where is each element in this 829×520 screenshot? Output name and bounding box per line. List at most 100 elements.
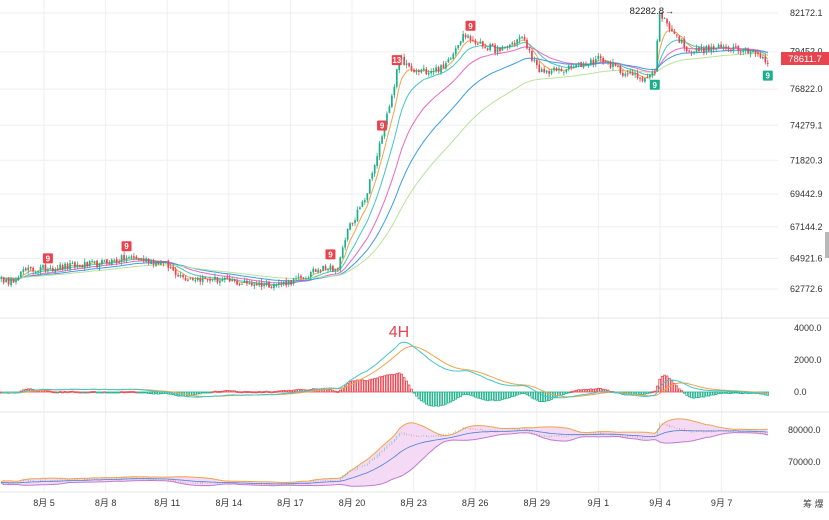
candle-body — [327, 268, 329, 270]
macd-histogram-bar — [653, 390, 657, 393]
candle-body — [693, 51, 695, 53]
ma-line-2 — [1, 39, 769, 286]
candle-body — [636, 73, 639, 78]
candle-body — [78, 265, 81, 267]
last-price-tag[interactable]: 78611.7 — [781, 52, 829, 65]
macd-histogram-bar — [479, 391, 482, 399]
candle-body — [766, 62, 769, 64]
candle-body — [297, 276, 300, 278]
candle-body — [182, 275, 184, 278]
macd-histogram-bar — [444, 391, 448, 405]
candle-body — [307, 278, 310, 280]
candle-body — [676, 34, 678, 36]
candle-body — [270, 287, 273, 289]
candle-body — [93, 260, 96, 262]
macd-histogram-bar — [481, 391, 485, 400]
macd-histogram-bar — [579, 389, 583, 393]
bb-tick-label: 70000.0 — [788, 457, 821, 467]
candle-body — [624, 73, 627, 76]
candle-body — [710, 46, 713, 52]
candle-body — [447, 59, 450, 63]
price-tick-label: 76822.0 — [790, 84, 823, 94]
candle-body — [341, 247, 344, 258]
macd-histogram-bar — [722, 391, 725, 394]
macd-histogram-bar — [658, 378, 661, 393]
candle-body — [373, 165, 376, 174]
candle-body — [17, 277, 20, 281]
candle-body — [489, 44, 492, 51]
macd-histogram-bar — [117, 391, 121, 394]
macd-histogram-bar — [216, 391, 219, 393]
time-tick-label: 9月 7 — [711, 498, 733, 508]
macd-histogram-bar — [282, 390, 286, 393]
macd-histogram-bar — [687, 391, 691, 398]
candle-body — [24, 268, 27, 271]
macd-tick-label: 4000.0 — [794, 323, 822, 333]
candle-body — [236, 281, 238, 285]
macd-histogram-bar — [120, 391, 123, 394]
candle-body — [663, 18, 666, 20]
candle-body — [101, 260, 103, 265]
macd-histogram-bar — [395, 373, 399, 393]
macd-histogram-bar — [584, 389, 588, 393]
candle-body — [361, 201, 364, 207]
macd-histogram-bar — [203, 391, 207, 394]
candle-body — [570, 65, 573, 68]
macd-histogram-bar — [226, 390, 229, 393]
macd-histogram-bar — [115, 391, 118, 394]
macd-histogram-bar — [248, 391, 251, 393]
macd-histogram-bar — [697, 391, 701, 399]
macd-histogram-bar — [208, 391, 212, 394]
candle-body — [160, 261, 162, 265]
candle-body — [172, 267, 175, 271]
td-marker-label: 13 — [392, 56, 401, 65]
candle-body — [223, 278, 226, 280]
candle-body — [130, 256, 133, 258]
candle-body — [300, 275, 302, 278]
time-axis: 8月 5 8月 8 8月 11 8月 14 8月 17 8月 20 8月 23 8月 26 8月… — [33, 498, 732, 508]
candle-body — [462, 33, 464, 42]
time-tick-label: 8月 20 — [339, 498, 366, 508]
candle-body — [201, 276, 204, 283]
candle-body — [408, 63, 410, 67]
candle-body — [486, 48, 489, 50]
price-tick-label: 69442.9 — [790, 189, 823, 199]
td-marker-badge — [465, 20, 476, 31]
macd-histogram-bar — [194, 391, 197, 396]
macd-histogram-bar — [78, 391, 82, 394]
candle-body — [83, 261, 86, 268]
candle-body — [27, 267, 30, 271]
macd-histogram-bar — [83, 391, 87, 394]
candle-body — [386, 113, 388, 125]
candle-body — [285, 281, 288, 286]
candle-body — [749, 51, 752, 54]
candle-body — [233, 279, 236, 281]
candle-body — [764, 56, 767, 63]
macd-histogram-bar — [400, 373, 403, 393]
candle-body — [715, 48, 718, 50]
macd-histogram-bar — [213, 390, 217, 393]
time-tick-label: 8月 14 — [216, 498, 243, 508]
candle-body — [614, 62, 617, 66]
candle-body — [594, 58, 597, 64]
macd-histogram-bar — [641, 391, 644, 396]
candle-body — [226, 277, 229, 279]
panel-tab[interactable] — [825, 232, 829, 258]
candle-body — [587, 63, 590, 66]
candle-body — [120, 255, 123, 262]
candle-body — [96, 260, 98, 268]
macd-histogram-bar — [447, 391, 450, 404]
candle-body — [260, 282, 263, 287]
candle-body — [550, 70, 553, 74]
candle-body — [187, 279, 189, 281]
candle-body — [590, 59, 592, 65]
candle-body — [413, 69, 415, 73]
bollinger-layer — [0, 418, 769, 487]
candle-body — [737, 45, 740, 52]
candle-body — [668, 23, 671, 30]
macd-histogram-bar — [275, 390, 278, 393]
macd-histogram-bar — [260, 391, 263, 394]
candle-body — [302, 277, 305, 279]
